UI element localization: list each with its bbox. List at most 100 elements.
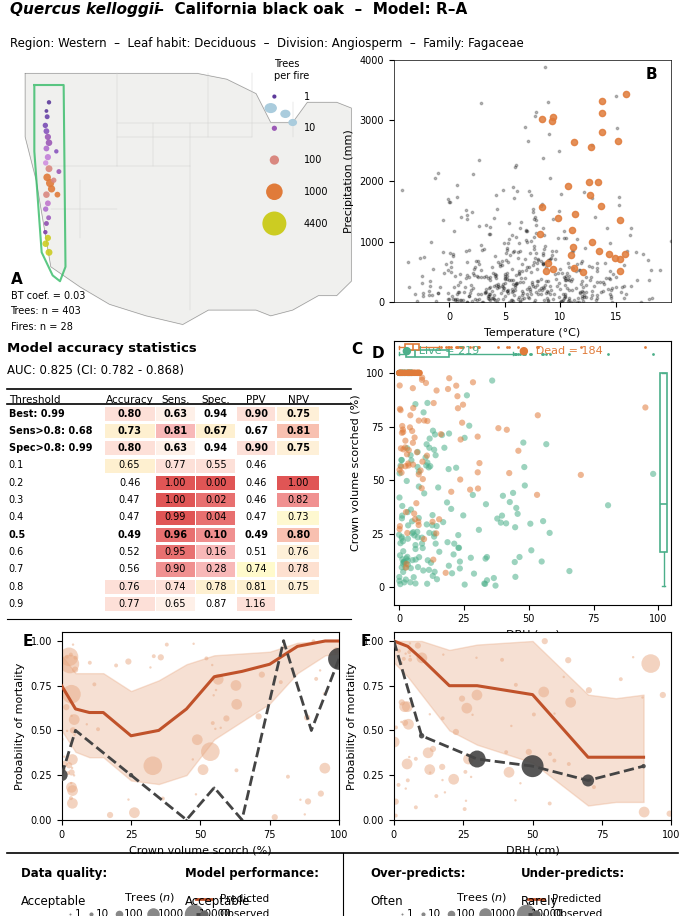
Point (563, 290, 574, 305)
Point (414, 550, 425, 564)
Point (210, 722, 221, 736)
Point (210, 682, 221, 697)
Point (566, 683, 577, 698)
Point (405, 408, 416, 422)
Point (412, 365, 423, 380)
Point (490, 292, 501, 307)
Point (431, 518, 442, 533)
Point (537, 150, 548, 165)
Point (459, 802, 470, 816)
Point (438, 245, 449, 259)
Point (410, 751, 421, 766)
Point (545, 252, 556, 267)
Point (419, 250, 429, 265)
Point (589, 210, 600, 224)
Point (484, 287, 495, 301)
Point (40, 236, 51, 251)
Point (453, 401, 464, 416)
Point (559, 270, 570, 285)
Point (526, 188, 537, 202)
Point (419, 486, 429, 501)
Point (438, 515, 449, 529)
Point (540, 239, 551, 254)
Text: 0.78: 0.78 (205, 582, 227, 592)
Point (62, 649, 73, 664)
Point (394, 522, 405, 537)
Point (553, 289, 564, 304)
Point (599, 278, 610, 292)
Point (408, 365, 419, 380)
Point (398, 365, 409, 380)
FancyBboxPatch shape (197, 459, 235, 473)
Point (514, 266, 525, 280)
Point (476, 238, 487, 253)
Point (464, 242, 475, 256)
Point (452, 190, 463, 204)
Point (525, 517, 536, 531)
Point (537, 197, 548, 212)
Point (425, 555, 436, 570)
Point (403, 365, 414, 380)
Point (403, 456, 414, 471)
Point (446, 485, 457, 499)
Point (406, 365, 417, 380)
Point (425, 765, 436, 780)
Point (413, 365, 424, 380)
Point (489, 249, 500, 264)
Point (397, 556, 408, 571)
Point (501, 516, 512, 530)
Point (43, 211, 54, 225)
Point (399, 365, 410, 380)
Point (530, 245, 541, 260)
Legend: Predicted, Observed: Predicted, Observed (524, 890, 606, 916)
Point (411, 496, 422, 510)
Point (427, 262, 438, 277)
Point (539, 242, 550, 256)
Point (611, 279, 622, 294)
Point (402, 365, 413, 380)
Point (399, 365, 410, 380)
Text: 0.56: 0.56 (119, 564, 140, 574)
Point (591, 290, 602, 305)
Point (606, 289, 617, 304)
Point (586, 139, 597, 154)
Point (429, 442, 440, 457)
Text: 0.8: 0.8 (9, 582, 24, 592)
Point (454, 292, 465, 307)
Point (498, 283, 509, 298)
FancyBboxPatch shape (277, 493, 319, 507)
Point (62, 766, 73, 780)
Point (527, 274, 538, 289)
Point (44, 245, 55, 260)
Point (577, 285, 588, 300)
Point (404, 365, 415, 380)
Point (64, 649, 75, 664)
Point (404, 365, 415, 380)
Point (555, 262, 566, 277)
Point (508, 180, 519, 194)
Point (407, 365, 418, 380)
Point (645, 656, 656, 671)
Point (597, 93, 608, 108)
Point (442, 535, 453, 550)
Point (514, 294, 525, 309)
Point (491, 202, 502, 217)
Point (423, 288, 434, 302)
Point (566, 244, 577, 258)
Point (552, 231, 563, 245)
Point (493, 279, 504, 294)
Point (205, 745, 216, 759)
Point (438, 648, 449, 662)
Point (509, 191, 520, 205)
Point (428, 396, 439, 410)
Point (644, 272, 655, 287)
Point (395, 365, 406, 380)
Point (547, 114, 558, 128)
Point (527, 277, 538, 291)
Text: Data quality:: Data quality: (21, 867, 107, 879)
Point (481, 218, 492, 233)
Point (543, 126, 554, 141)
Point (420, 450, 431, 464)
Point (472, 465, 483, 480)
Point (625, 228, 636, 243)
